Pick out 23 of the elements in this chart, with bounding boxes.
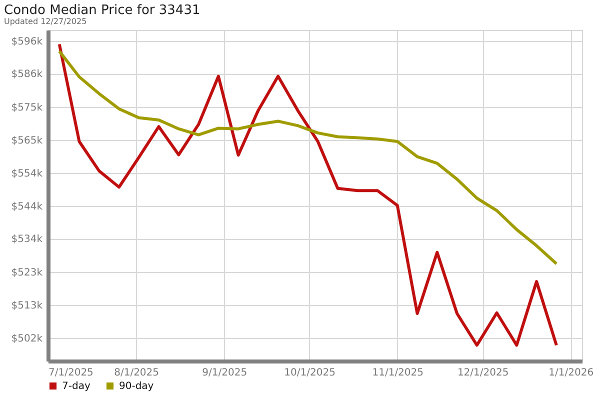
y-tick-label: $575k	[11, 102, 43, 114]
x-tick-label: 1/1/2026	[548, 368, 594, 378]
y-tick-label: $596k	[11, 36, 43, 48]
legend-label: 7-day	[62, 381, 90, 392]
x-tick-label: 11/1/2025	[372, 368, 424, 378]
y-tick-label: $586k	[11, 69, 43, 80]
x-tick-label: 9/1/2025	[202, 368, 248, 378]
y-tick-label: $502k	[11, 333, 43, 344]
y-tick-label: $544k	[11, 201, 43, 212]
y-tick-label: $513k	[11, 300, 43, 312]
chart-title: Condo Median Price for 33431	[4, 3, 200, 18]
legend-label: 90-day	[119, 381, 154, 392]
x-tick-label: 7/1/2025	[48, 368, 94, 378]
x-tick-label: 8/1/2025	[114, 368, 160, 378]
line-series	[58, 50, 558, 266]
line-series	[58, 42, 558, 347]
x-tick-label: 10/1/2025	[284, 368, 336, 378]
y-tick-label: $565k	[11, 135, 43, 146]
x-tick-label: 12/1/2025	[457, 368, 509, 378]
y-tick-label: $534k	[11, 234, 43, 246]
chart-subtitle: Updated 12/27/2025	[4, 17, 87, 26]
y-tick-label: $523k	[11, 267, 43, 278]
y-tick-label: $554k	[11, 168, 43, 180]
